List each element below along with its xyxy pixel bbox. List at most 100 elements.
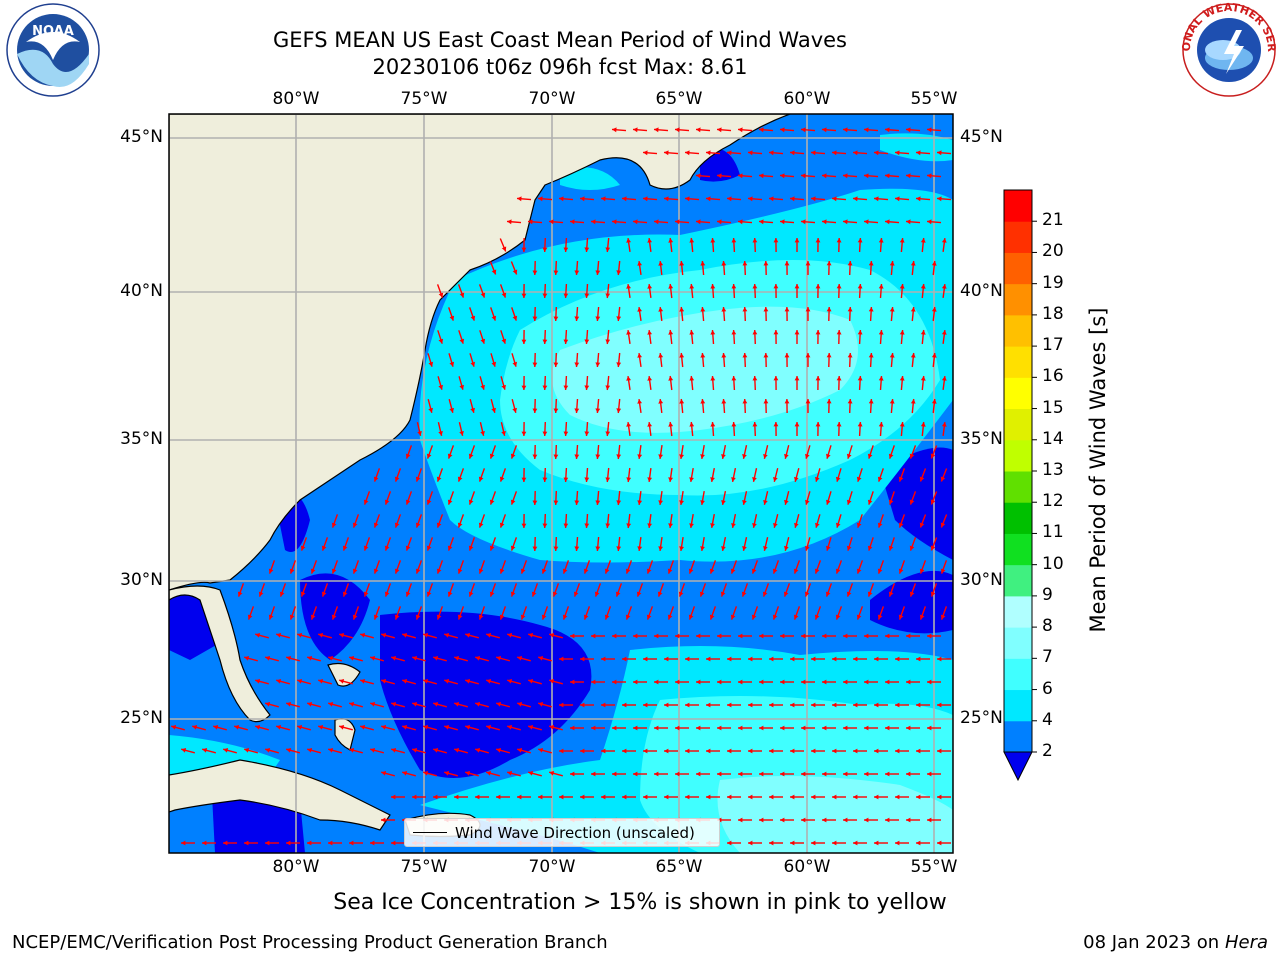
wave-arrow <box>584 329 590 345</box>
wave-arrow <box>731 513 737 529</box>
wave-arrow <box>832 840 846 846</box>
wave-arrow <box>625 560 633 574</box>
wave-arrow <box>909 445 917 459</box>
wave-arrow <box>363 537 371 551</box>
wave-arrow <box>815 329 821 345</box>
wave-arrow <box>646 560 654 574</box>
wave-arrow <box>496 656 510 662</box>
wave-arrow <box>637 537 643 551</box>
wave-arrow <box>469 307 476 321</box>
wave-arrow <box>888 445 895 459</box>
wave-arrow <box>510 261 518 275</box>
wave-arrow <box>423 771 437 777</box>
wave-arrow <box>815 514 821 528</box>
wave-arrow <box>223 840 237 846</box>
wave-arrow <box>679 398 685 414</box>
wave-arrow <box>616 260 622 276</box>
wave-arrow <box>633 725 647 731</box>
wave-arrow <box>748 702 762 708</box>
noaa-logo-text: NOAA <box>32 24 74 39</box>
wave-arrow <box>721 306 727 322</box>
lat-label-right: 45°N <box>960 127 1003 147</box>
wave-arrow <box>885 679 899 685</box>
wave-arrow <box>612 725 626 731</box>
wave-arrow <box>815 375 821 391</box>
wave-arrow <box>590 219 606 225</box>
wave-arrow <box>647 422 652 436</box>
wave-arrow <box>632 219 648 225</box>
wave-arrow <box>360 633 374 639</box>
wave-arrow <box>549 725 563 731</box>
wave-arrow <box>831 196 847 202</box>
wave-arrow <box>927 679 941 685</box>
wave-arrow <box>700 352 706 368</box>
wave-arrow <box>658 307 664 321</box>
wave-arrow <box>633 771 647 777</box>
wave-arrow <box>793 560 801 574</box>
colorbar-tick-label: 21 <box>1042 210 1064 231</box>
wave-arrow <box>926 219 942 225</box>
wave-arrow <box>584 237 590 253</box>
wave-arrow <box>447 537 455 551</box>
wave-arrow <box>899 329 905 345</box>
wave-arrow <box>447 583 455 597</box>
colorbar-tick-label: 17 <box>1042 335 1064 356</box>
colorbar-tick-label: 13 <box>1042 460 1064 480</box>
wave-arrow <box>584 421 590 437</box>
wave-arrow <box>759 633 773 639</box>
wave-arrow <box>853 748 867 754</box>
wave-arrow <box>731 283 737 299</box>
wave-arrow <box>857 283 863 299</box>
wave-arrow <box>605 467 611 483</box>
wave-arrow <box>447 445 455 459</box>
wave-arrow <box>405 491 413 505</box>
wave-arrow <box>458 330 465 344</box>
wave-arrow <box>679 490 684 506</box>
wave-arrow <box>537 196 553 202</box>
lat-label-left: 45°N <box>120 127 163 147</box>
wave-arrow <box>370 840 384 846</box>
wave-arrow <box>310 606 318 620</box>
wave-arrow <box>920 283 926 299</box>
wave-arrow <box>874 748 888 754</box>
wave-arrow <box>821 219 837 225</box>
wave-arrow <box>784 491 790 505</box>
wave-arrow <box>360 725 374 731</box>
wave-arrow <box>542 421 548 437</box>
wave-arrow <box>689 283 695 299</box>
wave-arrow <box>532 490 538 506</box>
wave-arrow <box>300 537 308 551</box>
wave-arrow <box>605 329 611 345</box>
wave-arrow <box>863 127 879 133</box>
wave-arrow <box>731 375 737 391</box>
wave-arrow <box>542 237 548 253</box>
wave-arrow <box>626 237 631 253</box>
wave-arrow <box>626 283 631 299</box>
wave-arrow <box>826 537 832 551</box>
wave-arrow <box>710 329 716 345</box>
wave-arrow <box>906 725 920 731</box>
wave-arrow <box>436 560 444 574</box>
wave-arrow <box>352 514 360 528</box>
wave-arrow <box>731 467 737 483</box>
colorbar-tick-label: 14 <box>1042 428 1064 449</box>
wave-arrow <box>919 514 927 528</box>
wave-arrow <box>433 748 447 754</box>
wave-arrow <box>852 150 868 156</box>
wave-arrow <box>542 283 548 299</box>
wave-arrow <box>772 560 780 574</box>
colorbar-segment <box>1004 221 1032 253</box>
wave-arrow <box>436 468 444 482</box>
wave-arrow <box>667 606 675 620</box>
wave-arrow <box>349 748 363 754</box>
wave-arrow <box>268 560 276 574</box>
wave-arrow <box>521 375 527 391</box>
wave-arrow <box>867 491 874 505</box>
wave-arrow <box>552 583 560 597</box>
wave-arrow <box>705 150 721 156</box>
wave-arrow <box>752 375 758 391</box>
wave-arrow <box>940 468 948 482</box>
wave-arrow <box>868 306 874 322</box>
wave-arrow <box>898 606 906 620</box>
wave-arrow <box>423 633 437 639</box>
